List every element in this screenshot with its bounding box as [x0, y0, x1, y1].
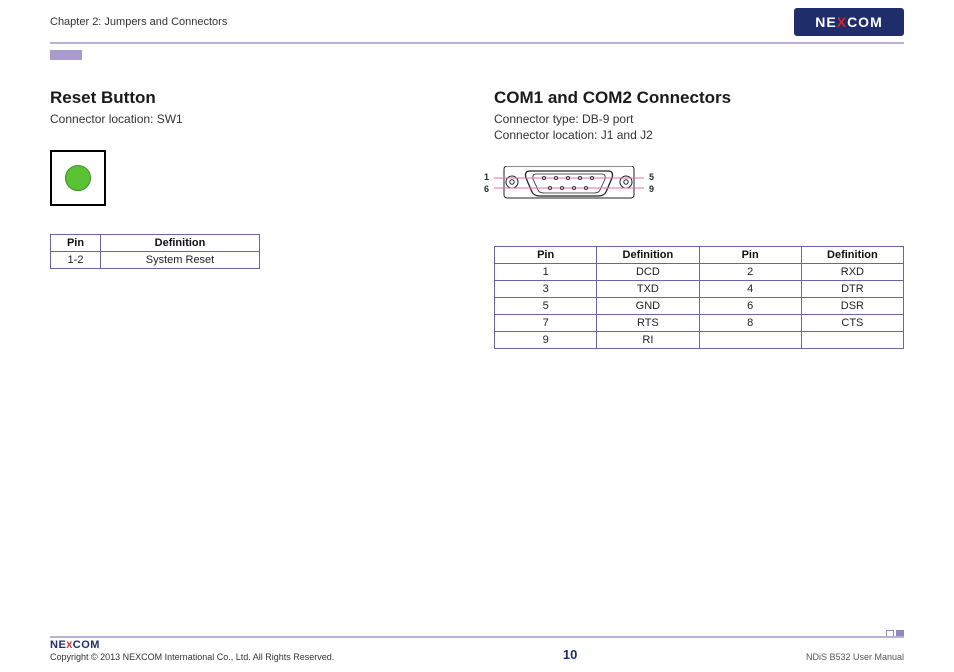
table-cell: GND [597, 298, 699, 315]
reset-subline: Connector location: SW1 [50, 112, 454, 126]
table-cell: 1-2 [51, 252, 101, 269]
table-header: Definition [801, 247, 903, 264]
left-column: Reset Button Connector location: SW1 Pin… [50, 88, 454, 349]
db9-connector-icon [494, 166, 644, 206]
table-cell: DTR [801, 281, 903, 298]
table-header: Pin [51, 235, 101, 252]
table-cell: 5 [495, 298, 597, 315]
db9-diagram: 1 6 5 9 [494, 166, 644, 218]
table-cell: RXD [801, 264, 903, 281]
pin-label: 5 [649, 172, 654, 182]
pin-label: 1 [484, 172, 489, 182]
table-cell [699, 332, 801, 349]
table-cell: DCD [597, 264, 699, 281]
right-column: COM1 and COM2 Connectors Connector type:… [494, 88, 904, 349]
table-cell: DSR [801, 298, 903, 315]
table-cell: CTS [801, 315, 903, 332]
table-header: Definition [101, 235, 260, 252]
table-cell [801, 332, 903, 349]
table-cell: 7 [495, 315, 597, 332]
table-cell: 2 [699, 264, 801, 281]
reset-dot-icon [65, 165, 91, 191]
table-header: Pin [699, 247, 801, 264]
table-cell: TXD [597, 281, 699, 298]
table-header: Pin [495, 247, 597, 264]
reset-button-diagram [50, 150, 106, 206]
accent-chip [50, 50, 82, 60]
footer-rule [50, 636, 904, 638]
brand-logo: NEXCOM [794, 8, 904, 36]
table-cell: RTS [597, 315, 699, 332]
brand-logo-small: NEXCOM [50, 639, 334, 651]
header-rule [50, 42, 904, 44]
reset-heading: Reset Button [50, 88, 454, 108]
com-heading: COM1 and COM2 Connectors [494, 88, 904, 108]
com-pin-table: Pin Definition Pin Definition 1 DCD 2 RX… [494, 246, 904, 349]
table-cell: 3 [495, 281, 597, 298]
table-cell: 1 [495, 264, 597, 281]
copyright-text: Copyright © 2013 NEXCOM International Co… [50, 652, 334, 662]
footer-left: NEXCOM Copyright © 2013 NEXCOM Internati… [50, 639, 334, 662]
table-cell: RI [597, 332, 699, 349]
table-cell: 8 [699, 315, 801, 332]
chapter-title: Chapter 2: Jumpers and Connectors [50, 16, 227, 28]
manual-title: NDiS B532 User Manual [806, 652, 904, 662]
com-sub1: Connector type: DB-9 port [494, 112, 904, 126]
table-cell: 4 [699, 281, 801, 298]
table-cell: 6 [699, 298, 801, 315]
page-number: 10 [563, 647, 577, 662]
table-header: Definition [597, 247, 699, 264]
com-sub2: Connector location: J1 and J2 [494, 128, 904, 142]
pin-label: 9 [649, 184, 654, 194]
reset-pin-table: Pin Definition 1-2 System Reset [50, 234, 260, 269]
table-cell: 9 [495, 332, 597, 349]
table-cell: System Reset [101, 252, 260, 269]
pin-label: 6 [484, 184, 489, 194]
